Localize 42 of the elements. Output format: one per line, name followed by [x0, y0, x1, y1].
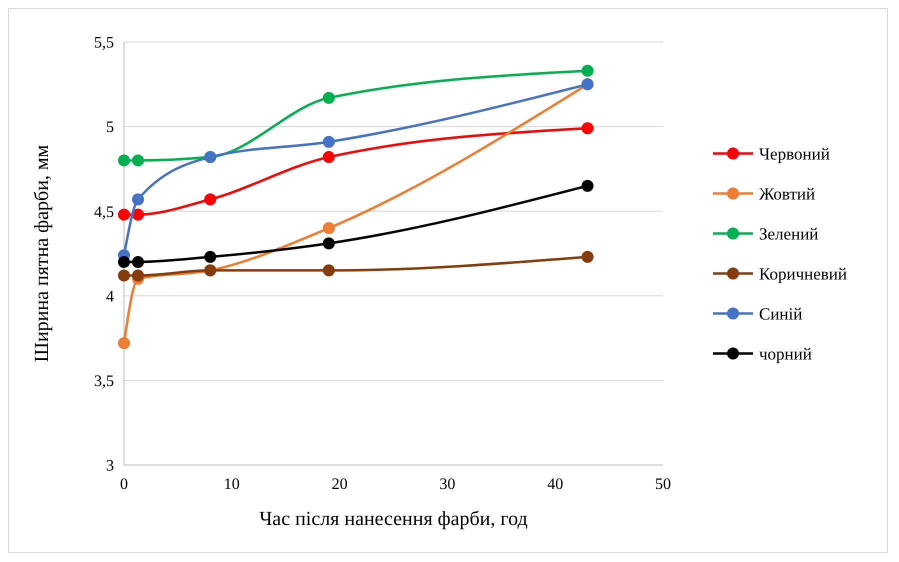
point — [322, 264, 335, 276]
point — [132, 256, 144, 268]
point — [118, 337, 130, 350]
x-tick-label: 0 — [120, 476, 128, 493]
x-tick-label: 10 — [224, 476, 240, 493]
point — [118, 154, 130, 166]
y-tick-label: 5,5 — [94, 34, 114, 52]
y-tick-label: 3,5 — [94, 373, 114, 390]
legend-label: чорний — [759, 344, 812, 364]
point — [118, 256, 130, 268]
point — [132, 269, 144, 282]
point — [322, 222, 335, 234]
point — [582, 180, 594, 192]
point — [132, 208, 144, 221]
x-tick-label: 40 — [547, 476, 564, 493]
x-tick-label: 20 — [332, 476, 348, 493]
point — [204, 193, 216, 206]
point — [582, 64, 594, 77]
x-axis-title: Час після нанесення фарби, год — [259, 508, 528, 530]
point — [322, 237, 335, 250]
point — [118, 269, 130, 282]
legend-label: Жовтий — [759, 184, 816, 204]
point — [204, 250, 216, 263]
point — [132, 154, 144, 166]
point — [322, 92, 335, 104]
point — [322, 151, 335, 164]
x-tick-label: 30 — [439, 476, 456, 493]
y-axis-title: Ширина пятна фарби, мм — [31, 144, 53, 362]
legend-label: Червоний — [759, 144, 830, 164]
point — [582, 122, 594, 134]
y-tick-label: 3 — [106, 458, 114, 475]
legend-label: Зелений — [759, 224, 818, 244]
legend-label: Синій — [759, 304, 802, 324]
point — [582, 250, 594, 263]
point — [132, 193, 144, 206]
y-tick-label: 4 — [106, 288, 114, 306]
y-tick-label: 4,5 — [94, 204, 114, 221]
x-tick-label: 50 — [655, 476, 671, 493]
point — [118, 208, 130, 221]
y-tick-label: 5 — [106, 119, 114, 136]
legend-label: Коричневий — [759, 264, 848, 284]
point — [322, 136, 335, 148]
